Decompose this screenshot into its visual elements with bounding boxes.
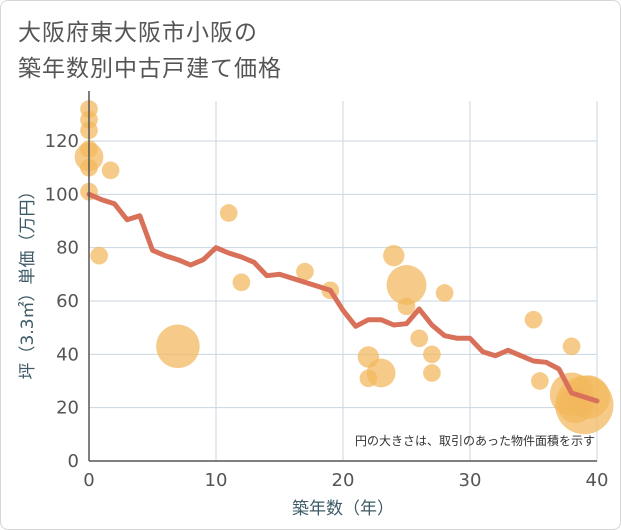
data-bubble — [383, 244, 405, 267]
data-bubble — [359, 369, 378, 388]
average-price-trend-line — [86, 191, 600, 404]
y-tick-label: 40 — [56, 344, 79, 365]
data-bubble — [423, 345, 441, 364]
bubble-size-note: 円の大きさは、取引のあった物件面積を示す — [355, 433, 595, 448]
x-tick-label: 0 — [83, 470, 94, 491]
data-bubble — [562, 337, 581, 356]
data-bubble — [101, 161, 120, 180]
y-tick-label: 60 — [56, 291, 79, 312]
y-axis-title: 坪（3.3㎡）単価（万円） — [18, 182, 38, 379]
x-axis-title: 築年数（年） — [292, 499, 394, 519]
axes: 0 20 40 60 80 100 120 0 10 20 30 40 — [45, 91, 609, 491]
bubble-points — [74, 100, 614, 435]
y-tick-label: 100 — [45, 184, 79, 205]
data-bubble — [232, 273, 251, 292]
data-bubble — [90, 246, 109, 265]
data-bubble — [410, 329, 429, 348]
chart-title: 大阪府東大阪市小阪の 築年数別中古戸建て価格 — [18, 20, 282, 82]
data-bubble — [296, 262, 314, 281]
y-tick-label: 0 — [68, 451, 79, 472]
trend-line-group — [86, 191, 600, 404]
x-tick-label: 20 — [332, 470, 355, 491]
y-tick-label: 20 — [56, 398, 79, 419]
x-tick-label: 40 — [586, 470, 609, 491]
y-tick-label: 80 — [56, 238, 79, 259]
data-bubble — [524, 310, 543, 329]
data-bubble — [397, 297, 416, 316]
data-bubble — [531, 372, 549, 390]
data-bubble — [423, 364, 441, 382]
data-bubble — [156, 324, 200, 369]
grid-lines — [89, 101, 598, 461]
data-bubble — [357, 346, 380, 368]
x-tick-label: 10 — [205, 470, 228, 491]
x-tick-label: 30 — [459, 470, 482, 491]
data-bubble — [386, 265, 427, 305]
data-bubble — [219, 204, 238, 222]
data-bubble — [435, 284, 454, 302]
y-tick-label: 120 — [45, 131, 79, 152]
